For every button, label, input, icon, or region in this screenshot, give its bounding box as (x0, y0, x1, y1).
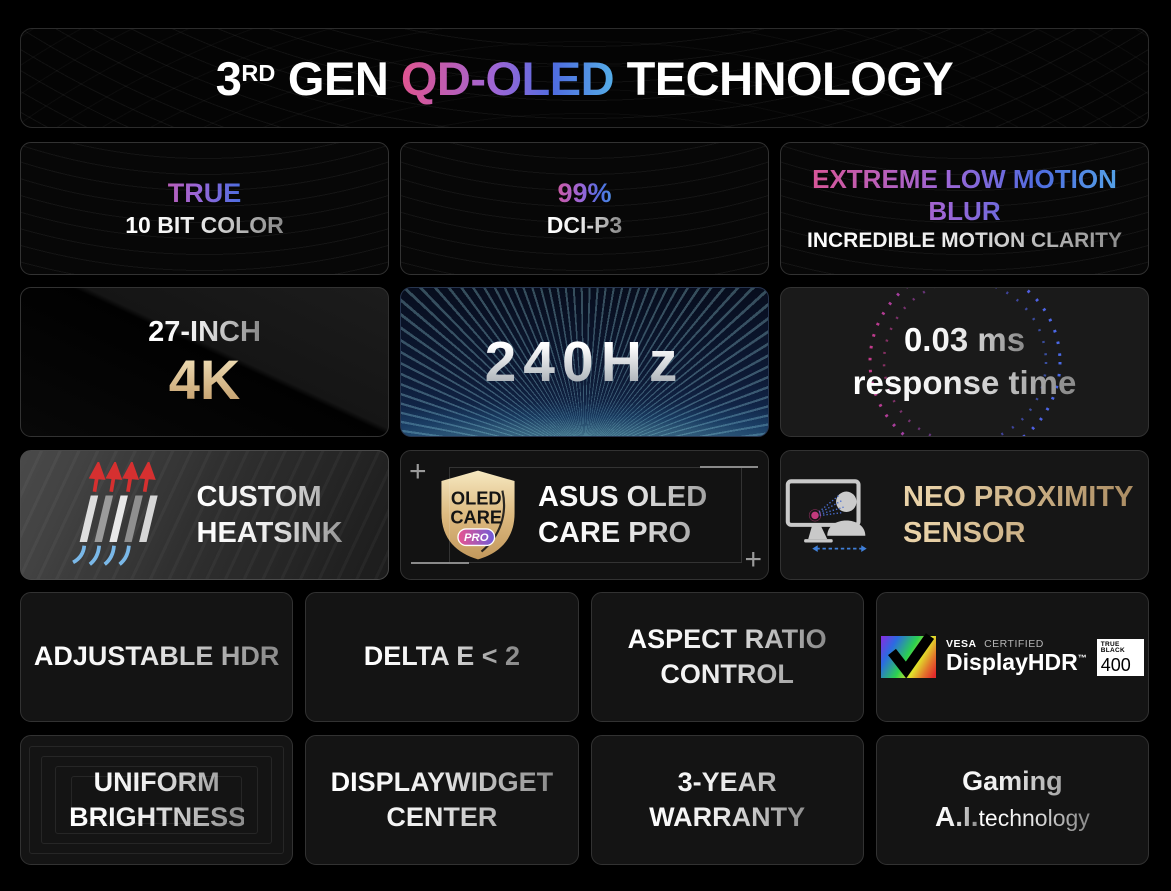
proximity-label: NEO PROXIMITY SENSOR (903, 479, 1148, 552)
gaming-ai-bold: A.I. (934, 801, 979, 833)
crosshair-icon: + (744, 543, 762, 576)
uniform-brightness-label: UNIFORM BRIGHTNESS (69, 765, 246, 835)
gaming-ai-line1: Gaming (935, 764, 1090, 799)
card-aspect-ratio-control: ASPECT RATIO CONTROL (590, 592, 864, 722)
heatsink-icon (71, 462, 158, 566)
title-gen-number: 3 (215, 51, 242, 105)
card-displaywidget-center: DISPLAYWIDGET CENTER (305, 735, 579, 865)
card-displayhdr-400: VESA CERTIFIED DisplayHDR™ TRUE BLACK 40… (875, 592, 1149, 722)
badge-care-text: CARE (450, 507, 502, 528)
vesa-label: VESA (946, 637, 977, 650)
card-response-time: 0.03 ms response time (780, 287, 1149, 437)
true-black-line1: TRUE (1100, 640, 1120, 648)
title-technology: TECHNOLOGY (614, 51, 954, 105)
crosshair-icon: + (409, 455, 427, 488)
refresh-rate-value: 240Hz (484, 330, 685, 394)
card-asus-oled-care-pro: + + (400, 450, 769, 580)
vesa-displayhdr-logo-icon (881, 633, 937, 678)
card-custom-heatsink: CUSTOM HEATSINK (20, 450, 389, 580)
card-gaming-ai-technology: Gaming A.I.technology (875, 735, 1149, 865)
panel-size-label: 27-INCH (148, 314, 261, 350)
panel-resolution-label: 4K (148, 350, 261, 410)
card-27-inch-4k: 27-INCH 4K (20, 287, 389, 437)
corner-line (700, 466, 758, 468)
true-black-400-badge: TRUE BLACK 400 (1096, 638, 1144, 676)
elmb-subtitle: INCREDIBLE MOTION CLARITY (792, 228, 1137, 254)
response-time-label: response time (852, 364, 1077, 401)
certified-label: CERTIFIED (984, 637, 1044, 650)
page-title: 3RD GEN QD-OLED TECHNOLOGY (215, 51, 954, 106)
displaywidget-label: DISPLAYWIDGET CENTER (327, 765, 557, 835)
card-delta-e: DELTA E < 2 (305, 592, 579, 722)
oled-care-pro-badge-icon: OLED CARE PRO (441, 470, 515, 560)
badge-oled-text: OLED (451, 488, 502, 509)
oled-care-label: ASUS OLED CARE PRO (538, 479, 733, 552)
title-ordinal-suffix: RD (241, 59, 276, 86)
dci-p3-subtitle: DCI-P3 (546, 212, 623, 238)
feature-row-1: TRUE 10 BIT COLOR 99% DCI-P3 EXTREME LOW… (20, 142, 1149, 275)
trademark-symbol: ™ (1077, 653, 1087, 664)
heatsink-label: CUSTOM HEATSINK (197, 479, 357, 552)
card-adjustable-hdr: ADJUSTABLE HDR (20, 592, 294, 722)
gaming-ai-rest: technology (978, 805, 1090, 832)
card-3-year-warranty: 3-YEAR WARRANTY (590, 735, 864, 865)
card-240hz: 240Hz (400, 287, 769, 437)
true-black-line2: BLACK (1100, 647, 1125, 654)
feature-row-4: ADJUSTABLE HDR DELTA E < 2 ASPECT RATIO … (20, 592, 1149, 722)
displayhdr-name: DisplayHDR (946, 649, 1078, 676)
card-extreme-low-motion-blur: EXTREME LOW MOTION BLUR INCREDIBLE MOTIO… (780, 142, 1149, 275)
corner-line (411, 562, 469, 564)
feature-row-3: CUSTOM HEATSINK + + (20, 450, 1149, 580)
proximity-sensor-icon (785, 479, 867, 553)
adjustable-hdr-label: ADJUSTABLE HDR (34, 639, 280, 674)
true-black-value: 400 (1100, 654, 1131, 675)
header-banner: 3RD GEN QD-OLED TECHNOLOGY (20, 28, 1149, 128)
card-uniform-brightness: UNIFORM BRIGHTNESS (20, 735, 294, 865)
aspect-ratio-label: ASPECT RATIO CONTROL (625, 622, 830, 692)
warranty-label: 3-YEAR WARRANTY (640, 765, 815, 835)
badge-pro-text: PRO (464, 532, 489, 544)
card-neo-proximity-sensor: NEO PROXIMITY SENSOR (780, 450, 1149, 580)
elmb-title: EXTREME LOW MOTION BLUR (792, 163, 1137, 228)
true-10bit-subtitle: 10 BIT COLOR (125, 212, 284, 238)
feature-row-2: 27-INCH 4K 240Hz 0.03 ms (20, 287, 1149, 437)
card-dci-p3: 99% DCI-P3 (400, 142, 769, 275)
delta-e-label: DELTA E < 2 (364, 639, 520, 674)
dotted-ring-icon (868, 288, 1061, 436)
dci-p3-percent: 99% (547, 177, 622, 211)
true-10bit-title: TRUE (125, 177, 283, 211)
feature-row-5: UNIFORM BRIGHTNESS DISPLAYWIDGET CENTER … (20, 735, 1149, 865)
checkmark-icon (888, 633, 935, 678)
title-qd-oled: QD-OLED (400, 51, 615, 105)
title-gen-word: GEN (275, 51, 401, 105)
card-true-10bit-color: TRUE 10 BIT COLOR (20, 142, 389, 275)
response-time-value: 0.03 ms (903, 321, 1026, 359)
